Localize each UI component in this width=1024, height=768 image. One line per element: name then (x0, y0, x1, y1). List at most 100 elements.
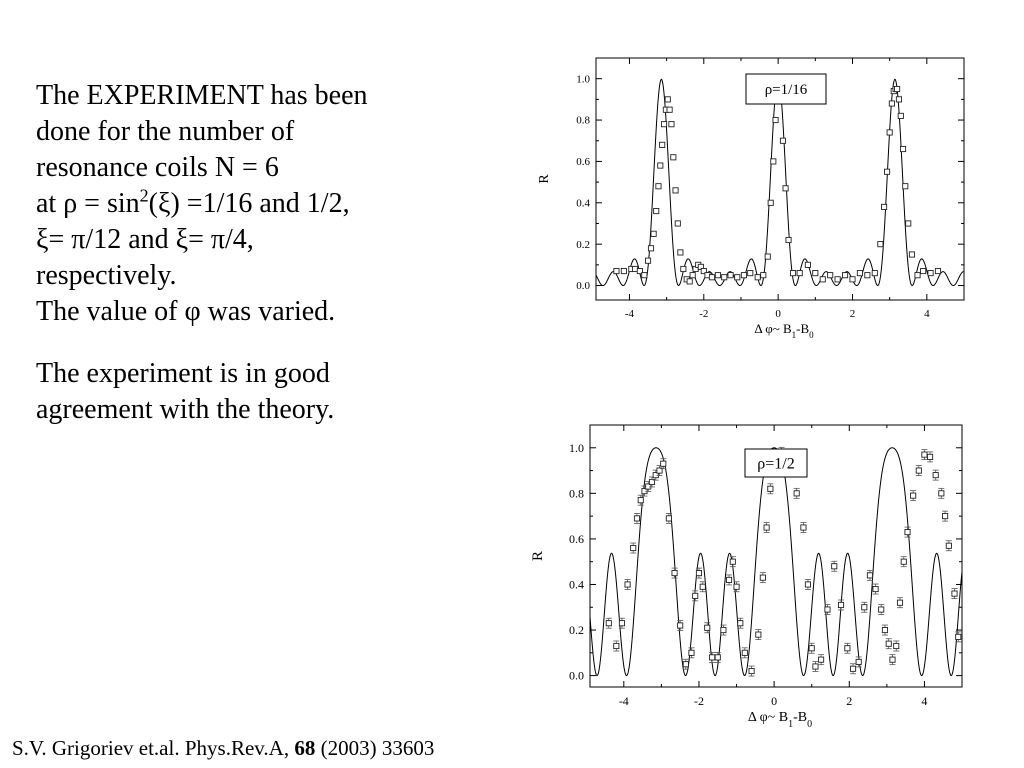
x-tick-label: 0 (771, 694, 777, 708)
data-point (637, 497, 644, 504)
text-line: done for the number of (36, 116, 295, 147)
data-point (866, 572, 873, 579)
data-point (785, 236, 792, 244)
data-point (837, 601, 845, 609)
data-point (942, 513, 949, 520)
data-point (945, 542, 952, 549)
data-point (680, 265, 687, 273)
data-point (714, 272, 721, 279)
data-point (824, 606, 831, 613)
data-point (754, 274, 761, 281)
data-point (934, 267, 942, 275)
data-point (804, 261, 811, 268)
data-point (893, 642, 900, 650)
y-tick-label: 0.0 (576, 280, 590, 292)
x-tick-label: -4 (619, 694, 629, 708)
data-point (897, 112, 904, 119)
data-point (955, 633, 962, 640)
data-point (699, 583, 706, 590)
data-point (737, 620, 744, 627)
y-tick-label: 0.8 (569, 486, 584, 500)
data-point (672, 187, 679, 194)
data-point (660, 460, 667, 467)
annotation-box (745, 73, 827, 105)
agreement-statement: The experiment is in good agreement with… (36, 356, 476, 428)
data-point (727, 272, 734, 279)
data-point (674, 220, 681, 227)
data-point (886, 129, 893, 136)
data-point (899, 145, 907, 153)
data-point (789, 270, 797, 277)
data-point (770, 158, 777, 165)
annotation-box (744, 448, 808, 478)
data-point (872, 585, 879, 593)
data-point (664, 96, 671, 103)
data-point (677, 249, 684, 256)
data-point (630, 544, 637, 552)
experiment-description: The EXPERIMENT has been done for the num… (36, 78, 476, 330)
data-point (633, 515, 641, 522)
data-point (920, 267, 927, 275)
data-point (759, 574, 766, 581)
data-point (748, 668, 755, 675)
reflectivity-chart-rho-1-2: -4 -2 0 2 4 0.0 0.2 0.4 0.6 0.8 1.0 ρ=1/2 R Δ φ~ B1-B… (530, 424, 963, 730)
plot-frame (595, 57, 965, 301)
data-point (647, 245, 655, 252)
data-point (645, 483, 652, 490)
plot-frame (589, 424, 963, 688)
data-point (692, 592, 699, 599)
y-tick-label: 0.6 (576, 156, 590, 168)
data-point (842, 272, 849, 279)
data-point (905, 220, 912, 227)
data-point (613, 267, 620, 275)
text-line: respectively. (36, 260, 177, 291)
data-point (796, 270, 803, 277)
data-point (808, 645, 815, 652)
annotation-label: ρ=1/16 (765, 82, 808, 98)
y-tick-label: 1.0 (576, 73, 590, 85)
plot-area: -4 -2 0 2 4 0.0 0.2 0.4 0.6 0.8 1.0 ρ=1/16 (576, 57, 965, 320)
data-point (686, 278, 693, 285)
data-point (763, 524, 770, 531)
data-point (877, 241, 884, 248)
data-point (760, 272, 767, 279)
data-point (644, 257, 652, 264)
y-tick-label: 0.6 (569, 532, 584, 546)
data-point (804, 581, 811, 588)
y-tick-label: 0.4 (576, 197, 590, 209)
data-point (914, 272, 921, 279)
annotation-label: ρ=1/2 (757, 455, 794, 472)
y-tick-label: 0.0 (569, 669, 584, 683)
data-point (668, 121, 675, 128)
x-tick-label: 4 (924, 308, 930, 320)
data-point (624, 581, 631, 588)
data-point (921, 451, 928, 458)
data-point (747, 270, 754, 277)
data-point (741, 649, 748, 656)
text-line: The value of φ was varied. (36, 296, 336, 327)
y-tick-label: 0.2 (569, 623, 584, 637)
data-point (849, 665, 857, 672)
data-point (725, 576, 733, 583)
data-point (709, 654, 716, 661)
theory-curve (596, 78, 964, 287)
data-point (915, 467, 922, 474)
data-point (721, 274, 728, 281)
data-point (819, 276, 826, 283)
data-point (670, 154, 677, 161)
x-axis-label: Δ φ~ B1-B0 (748, 710, 812, 730)
data-point (894, 85, 901, 93)
data-point (884, 168, 891, 175)
data-point (682, 661, 689, 668)
data-point (910, 492, 917, 499)
data-point (641, 272, 648, 279)
theory-curve (590, 447, 962, 677)
data-point (695, 570, 703, 577)
data-point (618, 620, 625, 627)
y-axis-label: R (537, 174, 552, 184)
data-point (764, 253, 771, 260)
data-point (655, 183, 662, 190)
data-point (861, 604, 868, 611)
x-tick-label: -4 (625, 308, 635, 320)
data-point (605, 620, 612, 627)
